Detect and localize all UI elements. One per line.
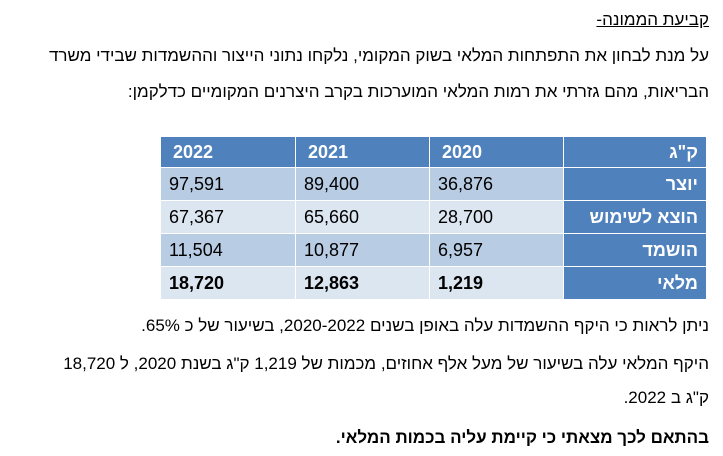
row-label: הושמד [563, 233, 707, 267]
table-row: הוצא לשימוש 28,700 65,660 67,367 [160, 200, 707, 234]
table-cell: 1,219 [429, 266, 564, 300]
table-cell: 11,504 [160, 233, 296, 267]
table-cell: 10,877 [295, 233, 430, 267]
unit-header: ק"ג [563, 136, 707, 168]
detail-line-1: היקף המלאי עלה בשיעור של מעל אלף אחוזים,… [63, 354, 709, 373]
table-cell: 65,660 [295, 200, 430, 234]
inventory-table: ק"ג 2020 2021 2022 יוצר 36,876 89,400 97… [160, 136, 707, 300]
conclusion-paragraph: בהתאם לכך מצאתי כי קיימת עליה בכמות המלא… [335, 428, 709, 447]
table-header-row: ק"ג 2020 2021 2022 [160, 136, 707, 168]
table-cell: 28,700 [429, 200, 564, 234]
table-cell: 12,863 [295, 266, 430, 300]
year-header: 2021 [295, 136, 430, 168]
table-cell: 67,367 [160, 200, 296, 234]
row-label: מלאי [563, 266, 707, 300]
intro-line-1: על מנת לבחון את התפתחות המלאי בשוק המקומ… [48, 46, 709, 65]
table-cell: 97,591 [160, 167, 296, 201]
table-row: יוצר 36,876 89,400 97,591 [160, 167, 707, 201]
table-cell: 18,720 [160, 266, 296, 300]
section-heading: קביעת הממונה- [596, 10, 709, 29]
intro-line-2: הבריאות, מהם גזרתי את רמות המלאי המוערכו… [127, 82, 709, 101]
table-cell: 6,957 [429, 233, 564, 267]
detail-line-2: ק"ג ב 2022. [623, 388, 709, 407]
table-cell: 89,400 [295, 167, 430, 201]
year-header: 2020 [429, 136, 564, 168]
row-label: יוצר [563, 167, 707, 201]
year-header: 2022 [160, 136, 296, 168]
table-row: הושמד 6,957 10,877 11,504 [160, 233, 707, 267]
table-row-total: מלאי 1,219 12,863 18,720 [160, 266, 707, 300]
observation-paragraph: ניתן לראות כי היקף ההשמדות עלה באופן בשנ… [141, 316, 709, 335]
row-label: הוצא לשימוש [563, 200, 707, 234]
table-cell: 36,876 [429, 167, 564, 201]
